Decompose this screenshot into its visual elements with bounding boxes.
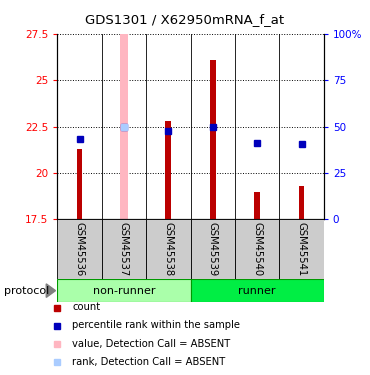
Text: count: count (72, 303, 100, 312)
Text: GSM45539: GSM45539 (208, 222, 218, 276)
Bar (146, 219, 191, 279)
Text: rank, Detection Call = ABSENT: rank, Detection Call = ABSENT (72, 357, 225, 366)
Bar (102, 219, 146, 279)
Bar (254, 192, 260, 219)
Text: GSM45538: GSM45538 (163, 222, 174, 276)
Text: GSM45540: GSM45540 (252, 222, 262, 276)
Bar (279, 219, 324, 279)
Bar (57, 219, 102, 279)
Bar (235, 219, 279, 279)
Text: percentile rank within the sample: percentile rank within the sample (72, 321, 240, 330)
Text: GSM45536: GSM45536 (74, 222, 85, 276)
Polygon shape (46, 284, 56, 297)
Bar (165, 121, 171, 219)
Bar (210, 60, 216, 219)
Text: GDS1301 / X62950mRNA_f_at: GDS1301 / X62950mRNA_f_at (85, 13, 285, 26)
Text: protocol: protocol (4, 286, 49, 296)
Bar (77, 149, 83, 219)
Bar (299, 186, 305, 219)
Text: GSM45541: GSM45541 (296, 222, 307, 276)
Bar (191, 279, 324, 302)
Bar (120, 34, 128, 219)
Bar (57, 279, 191, 302)
Text: value, Detection Call = ABSENT: value, Detection Call = ABSENT (72, 339, 231, 348)
Text: runner: runner (238, 286, 276, 296)
Text: GSM45537: GSM45537 (119, 222, 129, 276)
Bar (191, 219, 235, 279)
Text: non-runner: non-runner (93, 286, 155, 296)
